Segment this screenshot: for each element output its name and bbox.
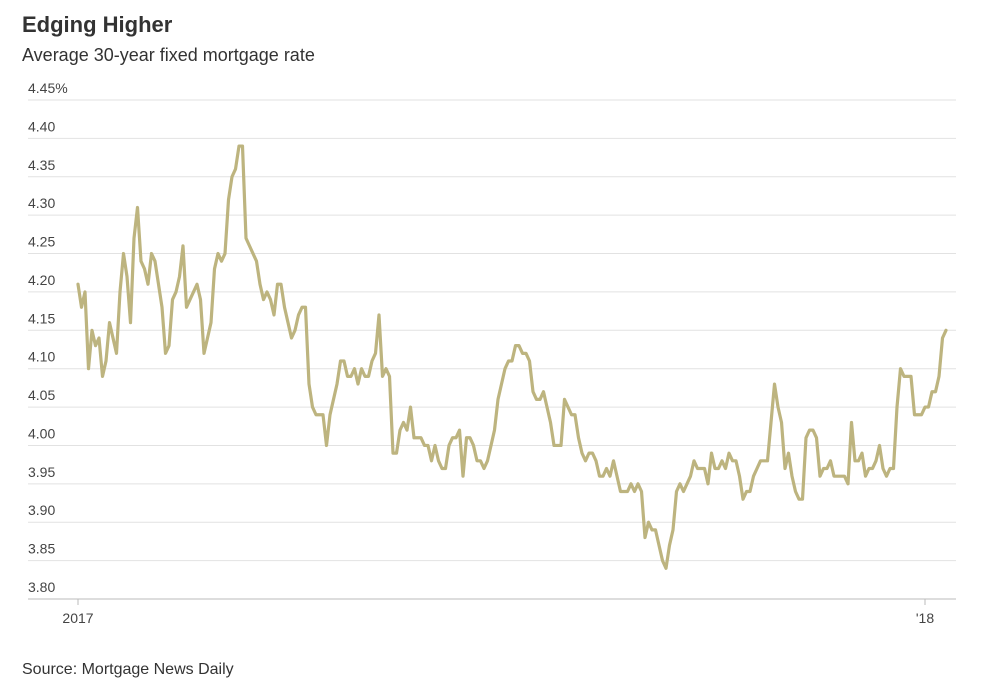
chart-title: Edging Higher: [22, 12, 173, 37]
x-tick-label: 2017: [62, 610, 93, 626]
y-tick-label: 4.40: [28, 118, 55, 134]
y-tick-label: 3.95: [28, 464, 55, 480]
y-tick-label: 4.25: [28, 234, 55, 250]
source-note: Source: Mortgage News Daily: [22, 661, 234, 678]
y-tick-label: 4.05: [28, 387, 55, 403]
y-tick-label: 4.00: [28, 425, 55, 441]
rate-line: [76, 144, 948, 570]
y-tick-label: 4.15: [28, 310, 55, 326]
y-tick-label: 3.90: [28, 502, 55, 518]
y-tick-label: 4.35: [28, 157, 55, 173]
x-tick-label: '18: [916, 610, 934, 626]
y-tick-label: 4.10: [28, 349, 55, 365]
chart-subtitle: Average 30-year fixed mortgage rate: [22, 45, 315, 65]
y-tick-label: 4.30: [28, 195, 55, 211]
y-tick-label: 4.45%: [28, 80, 68, 96]
y-tick-label: 3.80: [28, 579, 55, 595]
y-tick-label: 4.20: [28, 272, 55, 288]
y-tick-label: 3.85: [28, 541, 55, 557]
